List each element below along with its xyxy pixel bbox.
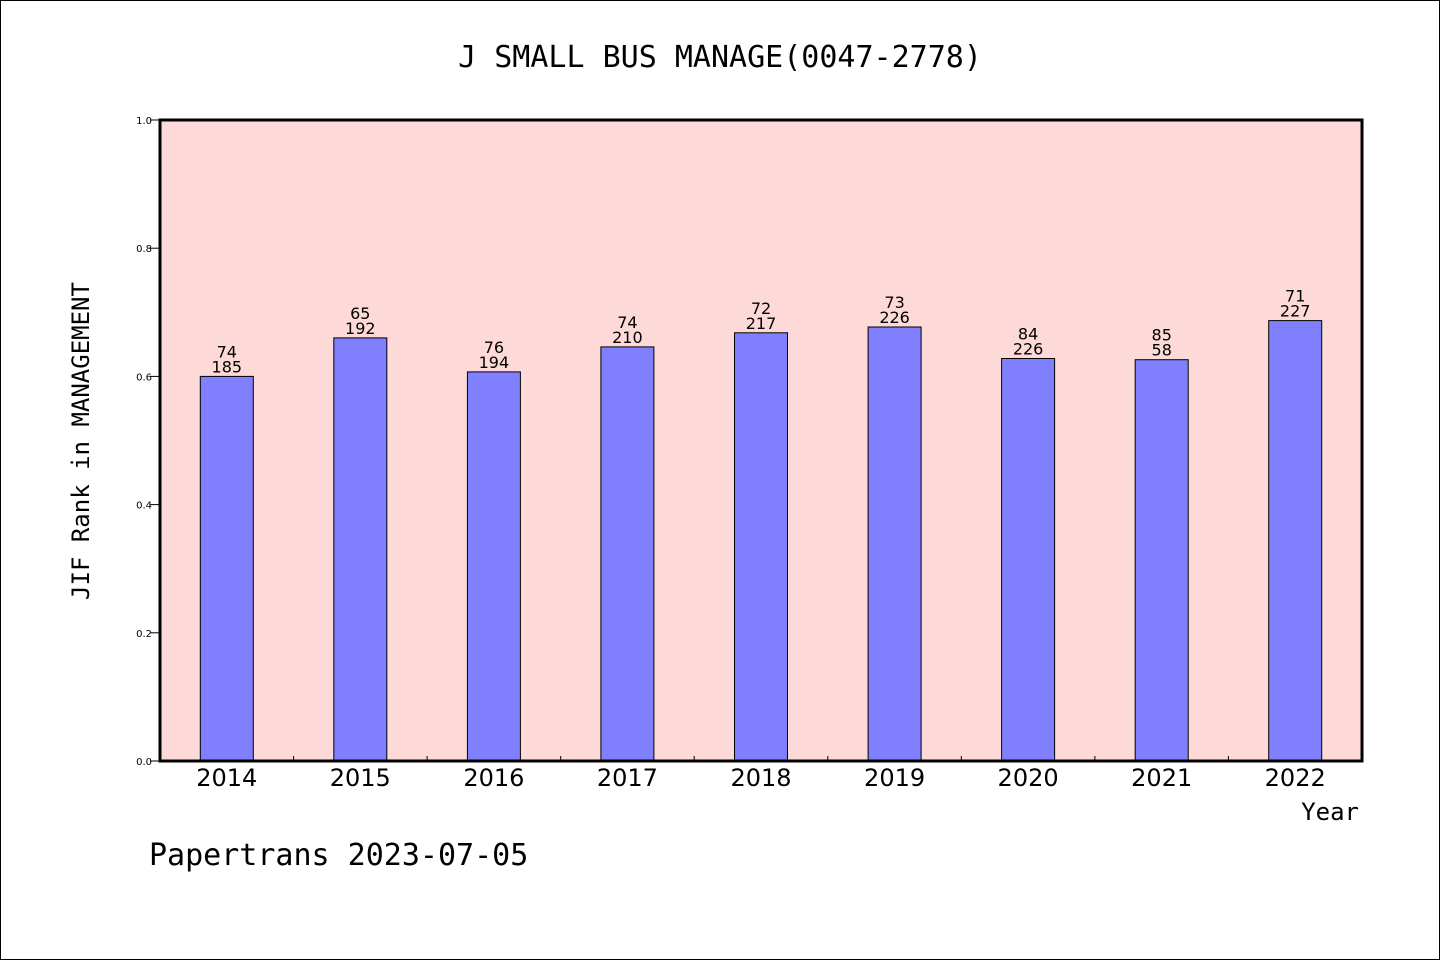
bar-label-bottom-2014: 185 — [212, 357, 243, 376]
bar-2021 — [1134, 359, 1189, 762]
x-tick-label-2017: 2017 — [597, 764, 658, 792]
bar-2022 — [1268, 320, 1323, 762]
x-tick-label-2016: 2016 — [463, 764, 524, 792]
bar-label-top-2017: 74 — [617, 313, 637, 332]
bar-2014 — [199, 375, 254, 762]
bar-label-top-2022: 71 — [1285, 287, 1305, 306]
bar-2020 — [1001, 358, 1056, 762]
y-axis: 0.0 0.2 0.4 0.6 0.8 1.0 — [136, 116, 160, 768]
bar-label-bottom-2022: 227 — [1280, 302, 1311, 321]
bar-2015 — [333, 337, 388, 762]
y-tick-label: 0.2 — [136, 629, 152, 640]
bars-group — [199, 320, 1323, 762]
y-tick-label: 0.4 — [136, 501, 152, 512]
bar-label-top-2021: 85 — [1152, 326, 1172, 345]
bar-labels-group: 7418565192761947421072217732268422685587… — [212, 287, 1311, 377]
y-tick-label: 1.0 — [136, 116, 152, 127]
bar-2019 — [867, 326, 922, 762]
bar-label-bottom-2016: 194 — [479, 353, 510, 372]
bar-2017 — [600, 346, 655, 762]
footer-text: Papertrans 2023-07-05 — [149, 838, 528, 873]
x-tick-label-2022: 2022 — [1265, 764, 1326, 792]
x-axis: 2014 2015 2016 2017 2018 2019 2020 2021 2022 — [196, 756, 1326, 792]
x-tick-label-2018: 2018 — [730, 764, 791, 792]
bar-label-bottom-2019: 226 — [879, 308, 910, 327]
bar-label-bottom-2015: 192 — [345, 319, 376, 338]
y-tick-label: 0.0 — [136, 757, 152, 768]
x-tick-label-2014: 2014 — [196, 764, 257, 792]
x-axis-label: Year — [1301, 798, 1359, 826]
y-axis-label: JIF Rank in MANAGEMENT — [67, 282, 95, 600]
bar-2016 — [466, 371, 521, 762]
bar-2018 — [734, 332, 788, 762]
y-tick-label: 0.6 — [136, 372, 152, 383]
bar-label-bottom-2018: 217 — [746, 314, 777, 333]
bar-label-top-2020: 84 — [1018, 325, 1038, 344]
x-tick-label-2019: 2019 — [864, 764, 925, 792]
bar-label-bottom-2021: 58 — [1152, 341, 1172, 360]
x-tick-label-2021: 2021 — [1131, 764, 1192, 792]
bar-label-top-2018: 72 — [751, 299, 771, 318]
bar-label-top-2019: 73 — [884, 293, 904, 312]
x-tick-label-2020: 2020 — [998, 764, 1059, 792]
bar-label-top-2015: 65 — [350, 304, 370, 323]
chart-title: J SMALL BUS MANAGE(0047-2778) — [458, 40, 982, 75]
bar-label-top-2014: 74 — [217, 342, 237, 361]
plot-border — [158, 118, 1364, 763]
bar-label-bottom-2020: 226 — [1013, 340, 1044, 359]
bar-label-bottom-2017: 210 — [612, 328, 643, 347]
y-tick-label: 0.8 — [136, 244, 152, 255]
bar-label-top-2016: 76 — [484, 338, 504, 357]
x-tick-label-2015: 2015 — [330, 764, 391, 792]
